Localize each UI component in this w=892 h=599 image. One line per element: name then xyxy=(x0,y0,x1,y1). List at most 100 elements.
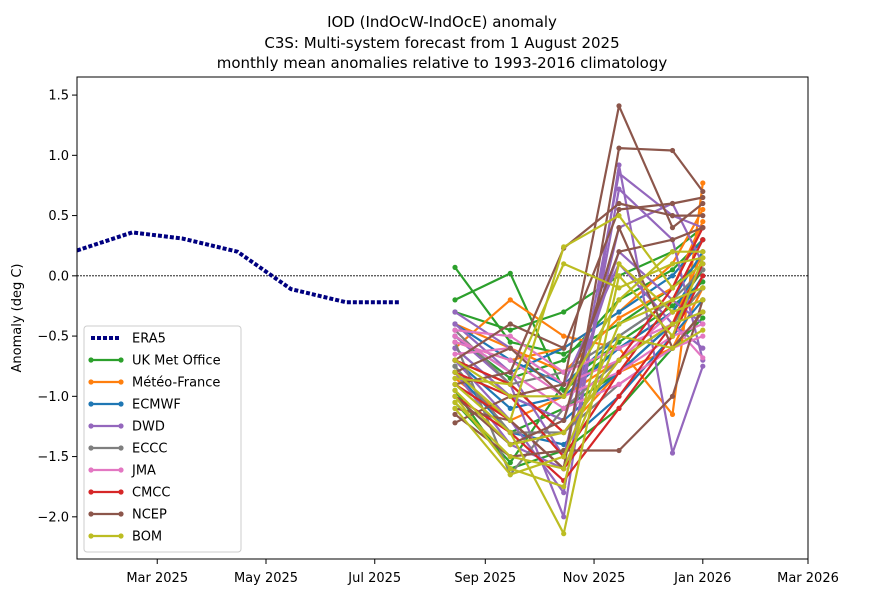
legend-marker xyxy=(88,489,94,495)
forecast-member-point xyxy=(669,345,676,351)
forecast-member-point xyxy=(507,327,513,333)
forecast-member-line xyxy=(454,214,704,422)
forecast-member-point xyxy=(452,399,458,405)
forecast-member-point xyxy=(561,531,567,537)
forecast-member-point xyxy=(452,309,458,315)
forecast-member-point xyxy=(616,321,622,327)
legend-marker xyxy=(88,423,94,429)
forecast-member-point xyxy=(507,429,513,436)
forecast-member-point xyxy=(561,351,567,357)
forecast-member-point xyxy=(616,357,622,363)
forecast-member-line xyxy=(454,226,704,332)
forecast-member-point xyxy=(561,417,567,423)
legend-marker xyxy=(118,423,124,429)
legend-marker xyxy=(88,401,94,407)
forecast-member-point xyxy=(616,249,622,255)
forecast-member-point xyxy=(616,261,622,267)
forecast-member-point xyxy=(561,514,567,520)
legend-item-m-t-o-france: Météo-France xyxy=(88,376,220,391)
forecast-member-point xyxy=(561,454,567,460)
forecast-member-point xyxy=(669,147,676,154)
forecast-system-bom xyxy=(452,213,706,537)
forecast-member-point xyxy=(452,363,458,369)
forecast-member-point xyxy=(452,339,458,345)
forecast-member-line xyxy=(454,322,704,374)
y-tick-label: 1.0 xyxy=(48,149,69,164)
x-axis-ticks: Mar 2025 May 2025 Jul 2025 Sep 2025 Nov 2025… xyxy=(126,559,839,586)
forecast-member-point xyxy=(507,466,513,472)
legend-item-uk-met-office: UK Met Office xyxy=(88,354,221,369)
forecast-member-point xyxy=(700,180,706,186)
forecast-member-point xyxy=(561,357,567,363)
forecast-member-point xyxy=(616,145,622,151)
forecast-member-point xyxy=(507,460,513,466)
legend-label: DWD xyxy=(132,420,165,435)
forecast-member-point xyxy=(669,411,676,417)
forecast-member-point xyxy=(669,393,676,399)
forecast-member-line xyxy=(454,286,704,476)
legend-item-cmcc: CMCC xyxy=(88,486,170,501)
forecast-member-point xyxy=(669,267,676,273)
forecast-member-line xyxy=(454,147,704,470)
x-tick-label: Jan 2026 xyxy=(673,571,731,586)
forecast-member-point xyxy=(616,213,622,219)
forecast-member-point xyxy=(616,170,622,176)
forecast-member-point xyxy=(669,297,676,303)
forecast-member-point xyxy=(507,357,513,363)
legend-label: ECCC xyxy=(132,442,167,457)
forecast-member-point xyxy=(561,466,567,472)
forecast-member-point xyxy=(561,381,567,387)
forecast-member-point xyxy=(669,213,676,219)
forecast-member-point xyxy=(616,315,622,321)
forecast-member-point xyxy=(616,285,622,291)
forecast-member-point xyxy=(616,447,622,454)
forecast-member-point xyxy=(669,273,676,279)
forecast-member-line xyxy=(454,250,703,398)
legend-marker xyxy=(88,445,94,451)
forecast-member-point xyxy=(700,237,706,243)
forecast-member-point xyxy=(669,237,676,243)
forecast-member-point xyxy=(669,285,676,291)
forecast-member-point xyxy=(507,417,513,423)
forecast-member-point xyxy=(452,375,458,381)
forecast-member-point xyxy=(700,249,706,255)
forecast-series xyxy=(452,103,706,537)
forecast-member-point xyxy=(507,333,513,339)
legend-item-jma: JMA xyxy=(88,464,156,479)
forecast-member-point xyxy=(669,450,676,456)
forecast-member-line xyxy=(454,202,704,458)
forecast-member-point xyxy=(700,309,706,315)
title-line-3: monthly mean anomalies relative to 1993-… xyxy=(217,54,668,72)
forecast-member-point xyxy=(700,225,706,231)
y-tick-label: −1.0 xyxy=(37,390,69,405)
forecast-member-point xyxy=(700,261,706,267)
forecast-member-point xyxy=(561,333,567,339)
x-tick-label: Jul 2025 xyxy=(347,571,401,586)
forecast-member-point xyxy=(507,454,513,460)
legend-label: Météo-France xyxy=(132,376,220,391)
forecast-member-point xyxy=(507,270,513,276)
forecast-member-point xyxy=(616,206,622,213)
y-axis-label: Anomaly (deg C) xyxy=(10,263,25,372)
legend-marker xyxy=(118,401,124,407)
legend-marker xyxy=(88,357,94,363)
x-tick-label: Sep 2025 xyxy=(454,571,516,586)
y-tick-label: −2.0 xyxy=(37,510,69,525)
forecast-member-point xyxy=(452,321,458,327)
forecast-member-point xyxy=(561,345,567,351)
legend-item-ecmwf: ECMWF xyxy=(88,398,181,413)
forecast-member-point xyxy=(452,420,458,426)
forecast-member-point xyxy=(700,327,706,333)
legend-marker xyxy=(118,379,124,385)
legend-label: CMCC xyxy=(132,486,170,501)
forecast-member-point xyxy=(700,188,706,195)
forecast-member-point xyxy=(561,244,567,250)
legend-label: JMA xyxy=(131,464,156,479)
forecast-member-point xyxy=(561,490,567,496)
forecast-member-point xyxy=(561,441,567,448)
plot-area xyxy=(77,103,808,537)
forecast-member-line xyxy=(454,104,704,424)
forecast-member-point xyxy=(669,225,676,231)
forecast-member-point xyxy=(700,355,706,361)
forecast-member-point xyxy=(616,225,622,231)
